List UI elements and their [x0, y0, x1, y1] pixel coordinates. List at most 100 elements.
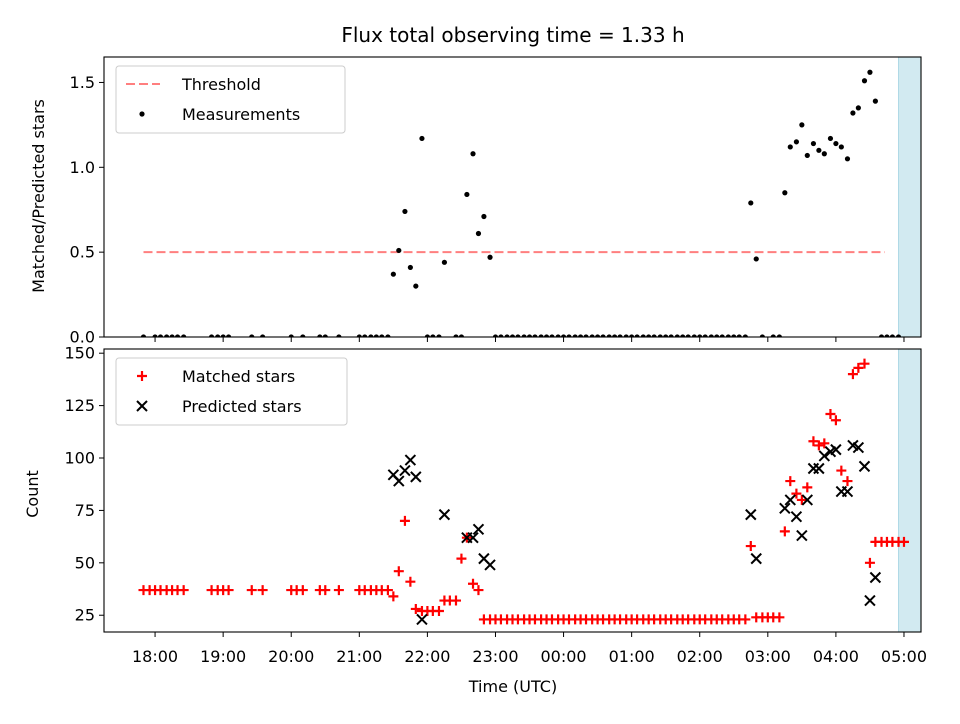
x-tick-label: 02:00 [677, 647, 723, 666]
data-point [640, 334, 646, 337]
data-point [504, 334, 510, 337]
data-point [629, 334, 635, 337]
data-point [509, 334, 516, 337]
data-point [396, 247, 402, 254]
x-tick-label: 22:00 [404, 647, 450, 666]
data-point [889, 334, 896, 337]
data-point [317, 334, 323, 337]
data-point [784, 494, 796, 506]
data-point [813, 462, 825, 475]
data-point [225, 334, 232, 337]
data-point [393, 566, 404, 577]
chart-title: Flux total observing time = 1.33 h [341, 23, 684, 47]
data-point [869, 571, 882, 584]
data-point [791, 488, 802, 499]
series-matched-stars [138, 358, 909, 625]
highlight-span [898, 57, 921, 337]
data-point [821, 151, 827, 157]
data-point [745, 508, 757, 521]
legend-label: Matched stars [182, 367, 295, 386]
data-point [801, 494, 814, 506]
data-point [867, 69, 873, 75]
data-point [774, 612, 785, 623]
data-point [399, 515, 410, 526]
data-point [468, 578, 479, 589]
series-predicted-stars [387, 439, 882, 626]
data-point [583, 334, 589, 337]
data-point [382, 585, 393, 596]
data-point [859, 358, 870, 369]
legend-box [115, 65, 346, 134]
x-tick-label: 00:00 [541, 647, 587, 666]
data-point [895, 334, 902, 337]
data-point [668, 334, 674, 337]
data-point [796, 494, 807, 505]
data-point [246, 585, 257, 596]
data-point [816, 147, 822, 153]
data-point [560, 334, 567, 337]
data-point [288, 334, 294, 337]
data-point [297, 585, 308, 596]
data-point [750, 552, 762, 565]
data-point [538, 334, 544, 337]
legend: Threshold Measurements [115, 65, 346, 134]
data-point [808, 436, 819, 447]
data-point [416, 613, 428, 626]
data-point [804, 152, 810, 159]
bottom-ylabel: Count [23, 470, 42, 518]
data-point [336, 334, 342, 337]
data-point [388, 591, 399, 602]
data-point [731, 334, 737, 337]
data-point [853, 362, 864, 373]
data-point [498, 334, 504, 337]
data-point [413, 283, 419, 289]
data-point [475, 230, 482, 237]
data-point [861, 78, 868, 84]
data-point [634, 334, 640, 337]
x-tick-label: 21:00 [336, 647, 382, 666]
data-point [685, 334, 691, 337]
legend-label: Predicted stars [182, 397, 302, 416]
legend-measurements-swatch [139, 111, 145, 117]
data-point [402, 208, 408, 215]
data-point [393, 475, 405, 487]
data-point [674, 334, 680, 337]
data-point [257, 585, 268, 596]
x-tick-label: 05:00 [881, 647, 927, 666]
data-point [748, 200, 754, 206]
data-point [742, 334, 748, 337]
data-point [595, 334, 601, 337]
data-point [782, 190, 788, 196]
data-point [852, 441, 865, 454]
data-point [745, 541, 756, 552]
data-point [858, 460, 871, 473]
x-tick-label: 18:00 [132, 647, 178, 666]
data-point [589, 334, 595, 337]
data-point [725, 334, 731, 337]
data-point [714, 334, 720, 337]
data-point [663, 334, 669, 337]
data-point [223, 585, 234, 596]
y-tick-label: 100 [64, 449, 95, 468]
data-point [779, 502, 791, 515]
data-point [600, 334, 606, 337]
data-point [770, 334, 776, 337]
data-point [864, 557, 875, 568]
data-point [164, 334, 170, 337]
plot-frame [103, 56, 922, 338]
data-point [878, 334, 885, 337]
data-point [651, 334, 657, 337]
data-point [872, 98, 878, 104]
data-point [566, 334, 572, 337]
data-point [830, 443, 842, 456]
data-point [322, 334, 328, 337]
data-point [612, 334, 618, 337]
data-point [399, 464, 411, 477]
data-point [847, 369, 858, 380]
data-point [810, 140, 817, 147]
data-point [410, 471, 422, 483]
data-point [390, 271, 396, 277]
data-point [825, 408, 836, 419]
data-point [719, 334, 725, 337]
